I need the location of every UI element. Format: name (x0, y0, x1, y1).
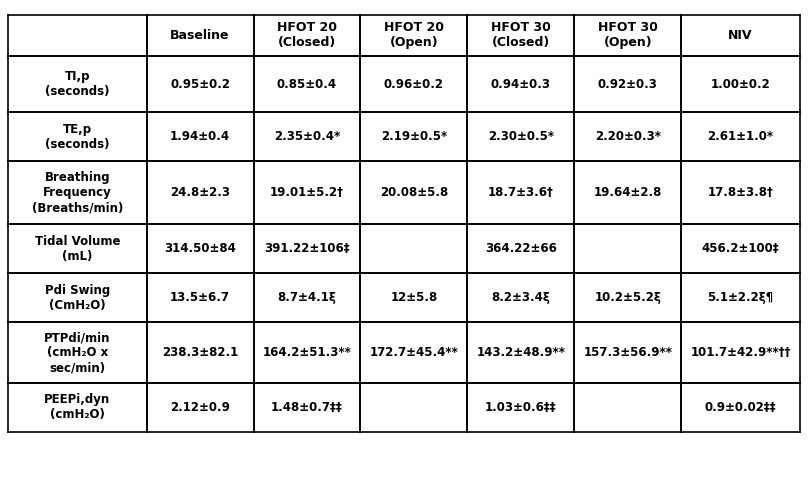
Text: 143.2±48.9**: 143.2±48.9** (476, 346, 566, 359)
Text: 391.22±106‡: 391.22±106‡ (264, 243, 350, 255)
Text: PTPdi/min
(cmH₂O x
sec/min): PTPdi/min (cmH₂O x sec/min) (44, 331, 111, 374)
Text: 1.00±0.2: 1.00±0.2 (711, 78, 770, 91)
Text: 172.7±45.4**: 172.7±45.4** (369, 346, 458, 359)
Text: 0.96±0.2: 0.96±0.2 (384, 78, 444, 91)
Text: 157.3±56.9**: 157.3±56.9** (583, 346, 672, 359)
Text: 2.61±1.0*: 2.61±1.0* (708, 130, 773, 143)
Text: 8.2±3.4ξ: 8.2±3.4ξ (491, 291, 550, 304)
Text: 238.3±82.1: 238.3±82.1 (162, 346, 238, 359)
Text: 0.9±0.02‡‡: 0.9±0.02‡‡ (705, 401, 776, 414)
Text: 314.50±84: 314.50±84 (164, 243, 236, 255)
Text: 2.30±0.5*: 2.30±0.5* (488, 130, 553, 143)
Text: PEEPi,dyn
(cmH₂O): PEEPi,dyn (cmH₂O) (44, 393, 111, 422)
Text: HFOT 20
(Closed): HFOT 20 (Closed) (277, 21, 337, 49)
Text: 20.08±5.8: 20.08±5.8 (380, 186, 448, 199)
Text: 364.22±66: 364.22±66 (485, 243, 557, 255)
Text: 1.94±0.4: 1.94±0.4 (170, 130, 230, 143)
Text: 10.2±5.2ξ: 10.2±5.2ξ (594, 291, 661, 304)
Text: 2.20±0.3*: 2.20±0.3* (595, 130, 661, 143)
Text: 0.95±0.2: 0.95±0.2 (170, 78, 230, 91)
Text: 1.48±0.7‡‡: 1.48±0.7‡‡ (271, 401, 343, 414)
Text: TE,p
(seconds): TE,p (seconds) (45, 122, 110, 151)
Text: 2.35±0.4*: 2.35±0.4* (274, 130, 340, 143)
Text: 12±5.8: 12±5.8 (390, 291, 437, 304)
Text: 2.12±0.9: 2.12±0.9 (170, 401, 230, 414)
Text: Breathing
Frequency
(Breaths/min): Breathing Frequency (Breaths/min) (32, 171, 123, 214)
Text: NIV: NIV (728, 29, 753, 42)
Text: 24.8±2.3: 24.8±2.3 (170, 186, 230, 199)
Text: 0.85±0.4: 0.85±0.4 (277, 78, 337, 91)
Text: 8.7±4.1ξ: 8.7±4.1ξ (278, 291, 336, 304)
Text: 164.2±51.3**: 164.2±51.3** (263, 346, 351, 359)
Text: HFOT 30
(Closed): HFOT 30 (Closed) (490, 21, 551, 49)
Text: 101.7±42.9**††: 101.7±42.9**†† (690, 346, 791, 359)
Text: 18.7±3.6†: 18.7±3.6† (488, 186, 553, 199)
Text: 17.8±3.8†: 17.8±3.8† (708, 186, 773, 199)
Text: Baseline: Baseline (170, 29, 229, 42)
Text: Tidal Volume
(mL): Tidal Volume (mL) (35, 235, 120, 263)
Text: 2.19±0.5*: 2.19±0.5* (381, 130, 447, 143)
Text: 5.1±2.2ξ¶: 5.1±2.2ξ¶ (708, 291, 773, 304)
Text: TI,p
(seconds): TI,p (seconds) (45, 70, 110, 98)
Text: 456.2±100‡: 456.2±100‡ (701, 243, 780, 255)
Text: 1.03±0.6‡‡: 1.03±0.6‡‡ (485, 401, 557, 414)
Text: 0.94±0.3: 0.94±0.3 (490, 78, 551, 91)
Text: HFOT 20
(Open): HFOT 20 (Open) (384, 21, 444, 49)
Text: 19.01±5.2†: 19.01±5.2† (270, 186, 344, 199)
Text: 13.5±6.7: 13.5±6.7 (170, 291, 230, 304)
Text: 0.92±0.3: 0.92±0.3 (598, 78, 658, 91)
Text: Pdi Swing
(CmH₂O): Pdi Swing (CmH₂O) (44, 284, 110, 312)
Text: 19.64±2.8: 19.64±2.8 (594, 186, 662, 199)
Text: HFOT 30
(Open): HFOT 30 (Open) (598, 21, 658, 49)
